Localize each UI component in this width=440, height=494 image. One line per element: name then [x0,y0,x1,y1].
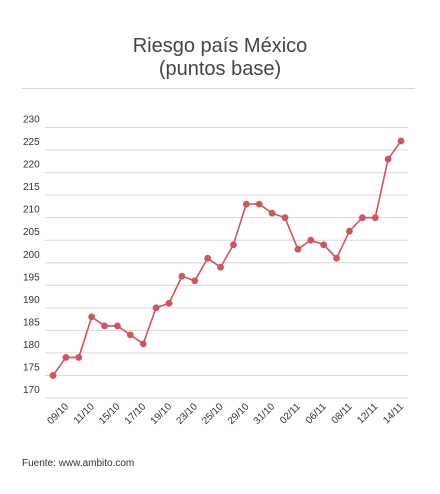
data-point [88,313,96,321]
x-tick-label: 12/11 [355,401,380,426]
data-point [114,322,121,330]
source-note: Fuente: www.ambito.com [22,458,135,469]
y-tick-label: 210 [23,205,40,216]
chart-title: Riesgo país México [132,35,308,57]
data-point [75,354,83,361]
data-point [165,299,173,307]
x-axis-tick-labels: 09/10 11/10 15/10 17/10 19/10 23/10 25/10 29/10… [46,401,407,427]
data-point [255,200,263,208]
y-tick-label: 230 [23,115,40,126]
series-line [52,140,402,376]
y-tick-label: 180 [23,340,40,351]
data-point [139,340,147,348]
data-point [242,200,250,208]
y-tick-label: 200 [23,250,40,261]
data-point [62,354,70,361]
y-tick-label: 190 [23,295,40,306]
title-divider [22,88,415,89]
x-tick-label: 06/11 [304,401,329,426]
x-tick-label: 08/11 [330,401,355,426]
x-tick-label: 25/10 [200,401,226,427]
data-point [358,214,366,222]
x-tick-label: 14/11 [381,401,406,426]
x-tick-label: 02/11 [278,401,303,426]
data-point [320,241,328,249]
data-point [191,277,199,285]
y-tick-label: 175 [23,362,40,373]
x-tick-label: 19/10 [149,401,175,427]
data-point [397,137,405,145]
data-point [101,322,108,330]
chart-subtitle: (puntos base) [158,58,282,80]
data-point [178,272,186,280]
data-point [49,372,57,379]
y-tick-label: 215 [23,182,40,193]
y-tick-label: 185 [23,317,40,328]
y-tick-label: 170 [23,385,40,396]
x-tick-label: 23/10 [174,401,200,427]
data-point [346,227,353,235]
x-tick-label: 17/10 [123,401,149,427]
x-tick-label: 29/10 [226,401,252,427]
data-point [230,241,237,249]
data-point [126,331,134,339]
data-point [281,214,289,222]
y-axis-tick-labels: 170 175 180 185 190 195 200 205 210 215 220 225 230 [23,115,40,397]
data-point [294,245,302,253]
data-point [384,155,392,163]
gridlines [45,127,408,399]
x-tick-label: 09/10 [46,401,72,427]
data-point [307,236,315,244]
data-point [371,214,379,222]
y-tick-label: 195 [23,272,40,283]
x-tick-label: 15/10 [97,401,123,427]
y-tick-label: 225 [23,137,40,148]
x-tick-label: 11/10 [72,401,97,426]
y-tick-label: 220 [23,160,40,171]
data-point [152,304,160,312]
x-tick-label: 31/10 [252,401,278,427]
data-point [268,209,276,217]
data-point [204,254,212,262]
y-tick-label: 205 [23,227,40,238]
data-point [333,254,340,262]
data-point [217,263,224,271]
series-layer [49,137,405,379]
